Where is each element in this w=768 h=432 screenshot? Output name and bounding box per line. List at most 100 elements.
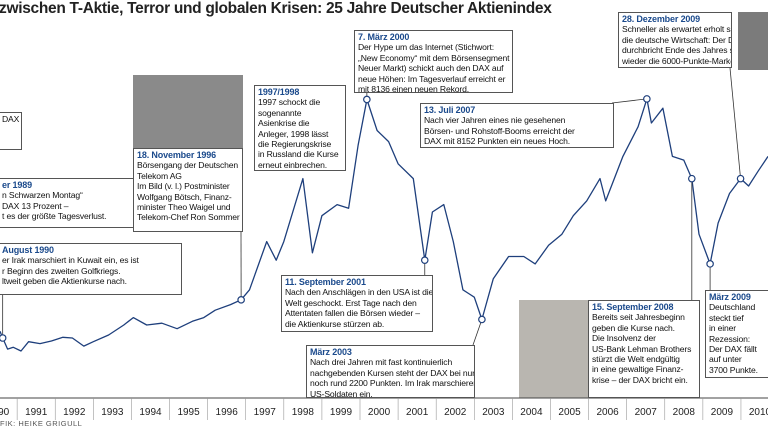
annotation-box: 15. September 2008 Bereits seit Jahresbeg… xyxy=(588,300,700,398)
annotation-text: er Irak marschiert in Kuwait ein, es ist xyxy=(2,255,139,266)
annotation-title: August 1990 xyxy=(2,245,54,255)
annotation-text: Attentaten fallen die Börsen wieder – xyxy=(285,308,420,319)
annotation-text: Börsengang der Deutschen xyxy=(137,160,239,171)
x-tick-label: 2003 xyxy=(482,407,505,418)
x-tick-label: 2009 xyxy=(711,407,734,418)
connector xyxy=(472,319,483,346)
annotation-text: Asienkrise die xyxy=(258,118,310,129)
x-tick-label: 2001 xyxy=(406,407,429,418)
annotation-text: Neuer Markt) schickt auch den DAX auf xyxy=(358,63,504,74)
annotation-text: wieder die 6000-Punkte-Marke. xyxy=(622,55,732,66)
annotation-title: 15. September 2008 xyxy=(592,302,674,312)
annotation-text: Deutschland xyxy=(709,302,756,313)
annotation-text: geben die Kurse nach. xyxy=(592,322,675,333)
annotation-text: Der DAX fällt xyxy=(709,344,757,355)
annotation-text: US-Bank Lehman Brothers xyxy=(592,343,692,354)
annotation-text: „New Economy“ mit dem Börsensegment xyxy=(358,52,510,63)
annotation-title: 1997/1998 xyxy=(258,87,300,97)
annotation-title: 18. November 1996 xyxy=(137,150,216,160)
annotation-box: DAX xyxy=(0,112,22,150)
annotation-box: 11. September 2001 Nach den Anschlägen in… xyxy=(281,275,433,332)
annotation-text: steckt tief xyxy=(709,312,744,323)
annotation-text: die deutsche Wirtschaft: Der DAX xyxy=(622,34,731,45)
annotation-text: DAX mit 8152 Punkten ein neues Hoch. xyxy=(424,136,571,147)
annotation-text: neue Höhen: Im Tagesverlauf erreicht er xyxy=(358,73,506,84)
x-tick-label: 1994 xyxy=(139,407,162,418)
credit: FIK: HEIKE GRIGULL xyxy=(0,419,83,428)
annotation-text: die Aktienkurse stürzen ab. xyxy=(285,318,385,329)
event-marker xyxy=(643,95,651,103)
x-tick-label: 1990 xyxy=(0,407,10,418)
x-tick-label: 2010 xyxy=(749,407,768,418)
annotation-text: Wolfgang Bötsch, Finanz- xyxy=(137,191,232,202)
annotation-box: August 1990 er Irak marschiert in Kuwait … xyxy=(0,243,182,295)
photo xyxy=(738,12,768,70)
annotation-text: Welt geschockt. Erst Tage nach den xyxy=(285,297,417,308)
annotation-text: Anleger, 1998 lässt xyxy=(258,128,329,139)
connector xyxy=(611,98,647,104)
event-marker xyxy=(0,334,7,342)
annotation-box: 13. Juli 2007 Nach vier Jahren eines nie … xyxy=(420,103,614,148)
annotation-text: DAX xyxy=(2,114,20,124)
annotation-text: Der Hype um das Internet (Stichwort: xyxy=(358,42,494,53)
x-tick-label: 2000 xyxy=(368,407,391,418)
annotation-text: auf unter xyxy=(709,354,742,365)
annotation-text: Im Bild (v. l.) Postminister xyxy=(137,181,230,192)
annotation-box: März 2009 Deutschland steckt tief in einer R… xyxy=(705,290,768,378)
x-tick-label: 1991 xyxy=(25,407,48,418)
annotation-box: er 1989 n Schwarzen Montag“ DAX 13 Prozent… xyxy=(0,178,135,228)
annotation-title: 28. Dezember 2009 xyxy=(622,14,701,24)
annotation-box: 18. November 1996 Börsengang der Deutsche… xyxy=(133,148,243,232)
annotation-text: Schneller als erwartet erholt sich xyxy=(622,24,732,35)
annotation-box: 1997/1998 1997 schockt die sogenannte Asien… xyxy=(254,85,346,171)
annotation-title: März 2009 xyxy=(709,292,751,302)
annotation-text: Die Insolvenz der xyxy=(592,333,656,344)
x-axis: 1990 1991 1992 1993 1994 1995 1996 1997 1998 1999… xyxy=(0,397,768,420)
annotation-title: 7. März 2000 xyxy=(358,32,410,42)
x-tick-label: 1999 xyxy=(330,407,353,418)
annotation-text: t es der größte Tagesverlust. xyxy=(2,211,107,222)
x-tick-label: 2004 xyxy=(520,407,543,418)
event-marker xyxy=(478,315,486,324)
annotation-text: US-Soldaten ein. xyxy=(310,388,373,398)
annotation-text: stürzt die Welt endgültig xyxy=(592,354,680,365)
event-marker xyxy=(363,95,371,104)
event-marker xyxy=(706,260,714,268)
x-tick-label: 2007 xyxy=(635,407,658,418)
x-tick-label: 1995 xyxy=(177,407,200,418)
annotation-text: die Regierungskrise xyxy=(258,139,332,150)
annotation-text: Börsen- und Rohstoff-Booms erreicht der xyxy=(424,125,575,136)
x-tick-label: 2008 xyxy=(673,407,696,418)
connector xyxy=(729,67,741,179)
line xyxy=(0,98,768,352)
annotation-box: 7. März 2000 Der Hype um das Internet (St… xyxy=(354,30,513,93)
annotation-text: mit 8136 einen neuen Rekord. xyxy=(358,84,469,93)
annotation-text: Telekom-Chef Ron Sommer xyxy=(137,212,240,223)
annotation-text: in eine gewaltige Finanz- xyxy=(592,364,684,375)
annotation-text: DAX 13 Prozent – xyxy=(2,200,69,211)
annotation-text: r Beginn des zweiten Golfkriegs. xyxy=(2,265,121,276)
annotation-text: nachgebenden Kursen steht der DAX bei nu… xyxy=(310,367,475,378)
event-marker xyxy=(736,174,745,183)
annotation-box: 28. Dezember 2009 Schneller als erwartet … xyxy=(618,12,732,68)
annotation-title: er 1989 xyxy=(2,180,32,190)
annotation-text: minister Theo Waigel und xyxy=(137,202,231,213)
annotation-text: Nach vier Jahren eines nie gesehenen xyxy=(424,115,566,126)
annotation-text: erneut einbrechen. xyxy=(258,159,327,170)
annotation-text: noch rund 2200 Punkten. Im Irak marschie… xyxy=(310,378,475,389)
x-tick-label: 1993 xyxy=(101,407,124,418)
annotation-text: durchbricht Ende des Jahres schon xyxy=(622,45,731,56)
event-marker xyxy=(688,174,696,183)
annotation-title: 11. September 2001 xyxy=(285,277,366,287)
annotation-text: Nach den Anschlägen in den USA ist die xyxy=(285,287,433,298)
annotation-text: ltweit geben die Aktienkurse nach. xyxy=(2,276,127,287)
photo xyxy=(133,75,243,148)
annotation-text: in Russland die Kurse xyxy=(258,149,339,160)
annotation-text: Rezession: xyxy=(709,333,751,344)
annotation-box: März 2003 Nach drei Jahren mit fast konti… xyxy=(306,345,475,398)
annotation-text: krise – der DAX bricht ein. xyxy=(592,374,688,385)
x-tick-label: 2002 xyxy=(444,407,467,418)
x-tick-label: 1997 xyxy=(254,407,277,418)
annotation-text: n Schwarzen Montag“ xyxy=(2,190,83,201)
